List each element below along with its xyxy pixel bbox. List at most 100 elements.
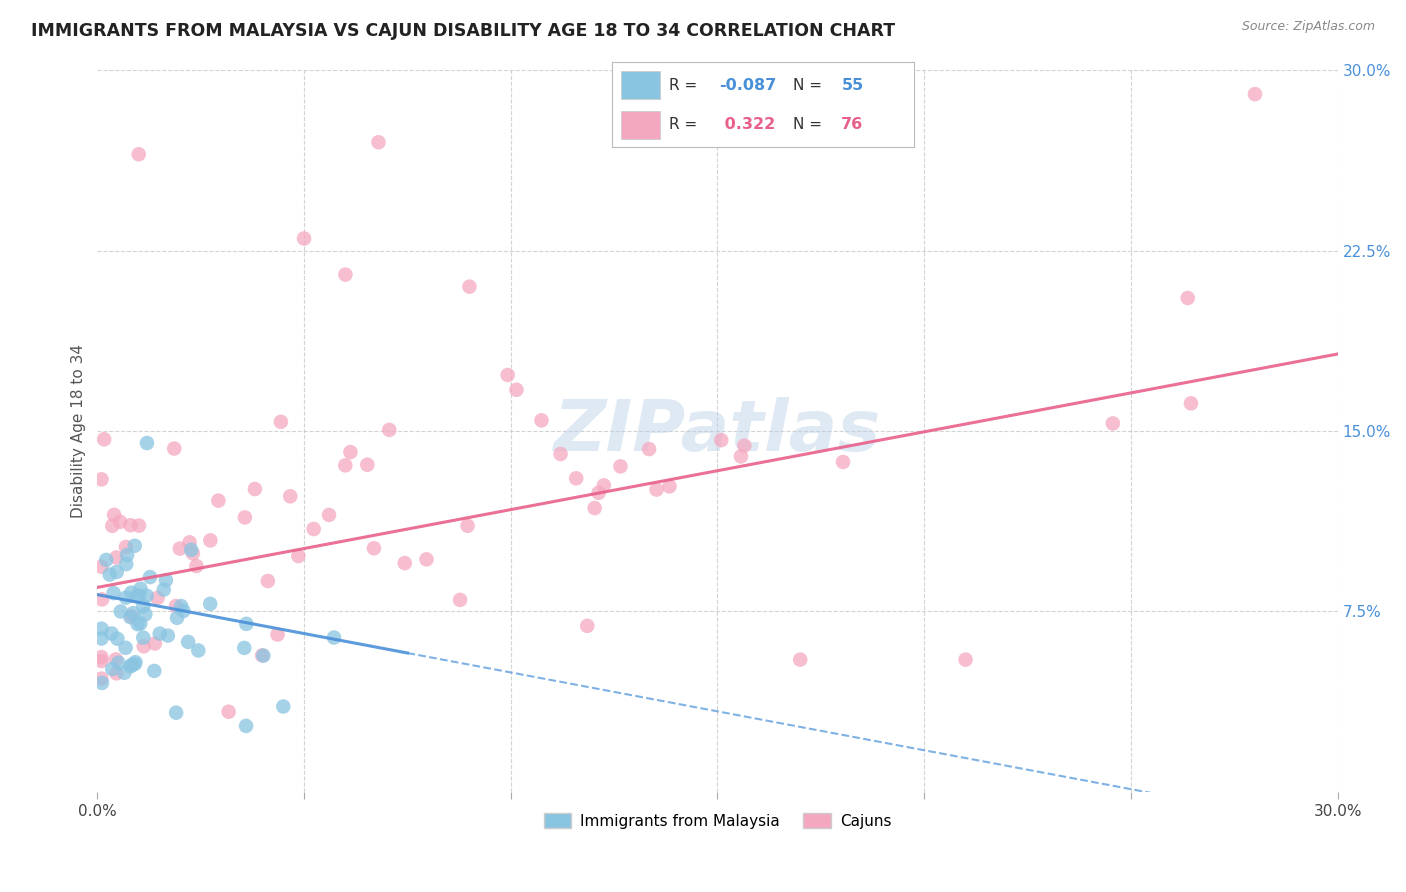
Point bbox=[90, 654, 112, 668]
Text: N =: N = bbox=[793, 117, 827, 132]
Point bbox=[121, 657, 143, 672]
Point bbox=[115, 540, 138, 554]
Point bbox=[121, 609, 143, 624]
Text: Source: ZipAtlas.com: Source: ZipAtlas.com bbox=[1241, 20, 1375, 33]
Point bbox=[588, 485, 610, 500]
Point bbox=[105, 632, 128, 646]
Point bbox=[90, 672, 112, 686]
Point bbox=[323, 631, 346, 645]
Point bbox=[789, 652, 811, 666]
Point bbox=[271, 699, 294, 714]
Point bbox=[129, 616, 152, 631]
Point bbox=[124, 657, 146, 671]
Point bbox=[449, 593, 471, 607]
Point bbox=[415, 552, 437, 566]
Point bbox=[187, 643, 209, 657]
Point bbox=[235, 719, 257, 733]
Point bbox=[139, 570, 162, 584]
Point bbox=[166, 611, 188, 625]
Point bbox=[367, 135, 389, 149]
Point bbox=[292, 231, 315, 245]
Point bbox=[592, 478, 614, 492]
Point bbox=[200, 533, 222, 548]
Point bbox=[198, 597, 221, 611]
Point bbox=[155, 573, 177, 587]
Point bbox=[163, 442, 186, 456]
Point bbox=[129, 582, 152, 596]
Point bbox=[363, 541, 385, 556]
Point bbox=[710, 433, 733, 447]
Point bbox=[112, 665, 135, 680]
Point bbox=[122, 606, 145, 620]
Text: R =: R = bbox=[669, 78, 702, 93]
Point bbox=[576, 619, 599, 633]
Point bbox=[233, 510, 256, 524]
Point bbox=[302, 522, 325, 536]
Point bbox=[172, 604, 194, 618]
Point bbox=[335, 268, 357, 282]
Point bbox=[136, 436, 159, 450]
Point bbox=[609, 459, 631, 474]
Point bbox=[235, 616, 257, 631]
Point bbox=[356, 458, 378, 472]
Point bbox=[132, 631, 155, 645]
Point bbox=[115, 591, 138, 605]
Point bbox=[339, 445, 361, 459]
Point bbox=[115, 557, 138, 571]
Point bbox=[134, 607, 156, 622]
Point bbox=[146, 591, 169, 605]
Point bbox=[93, 432, 115, 446]
Point bbox=[96, 553, 118, 567]
Point bbox=[378, 423, 401, 437]
Point bbox=[658, 479, 681, 493]
Point bbox=[114, 640, 136, 655]
Point bbox=[730, 450, 752, 464]
Point bbox=[125, 589, 148, 603]
Point bbox=[103, 586, 125, 600]
Point bbox=[266, 627, 288, 641]
Point bbox=[1101, 417, 1123, 431]
Point bbox=[104, 652, 127, 666]
Point bbox=[143, 664, 166, 678]
Point bbox=[270, 415, 292, 429]
Point bbox=[103, 508, 125, 522]
Point bbox=[180, 542, 202, 557]
Point bbox=[124, 539, 146, 553]
Point bbox=[128, 147, 150, 161]
Text: R =: R = bbox=[669, 117, 702, 132]
Point bbox=[169, 541, 191, 556]
Point bbox=[91, 592, 114, 607]
Point bbox=[318, 508, 340, 522]
Point bbox=[98, 567, 121, 582]
Point bbox=[135, 589, 157, 603]
Point bbox=[955, 652, 977, 666]
Point bbox=[457, 518, 479, 533]
Point bbox=[108, 515, 131, 529]
Point bbox=[105, 666, 128, 681]
Point bbox=[105, 565, 128, 579]
Point bbox=[181, 546, 204, 560]
Point bbox=[120, 585, 142, 599]
Point bbox=[550, 447, 572, 461]
Point bbox=[90, 559, 112, 574]
Point bbox=[394, 556, 416, 570]
Point bbox=[335, 458, 357, 473]
Point bbox=[179, 535, 201, 549]
Legend: Immigrants from Malaysia, Cajuns: Immigrants from Malaysia, Cajuns bbox=[537, 806, 897, 835]
Point bbox=[207, 493, 229, 508]
Text: -0.087: -0.087 bbox=[718, 78, 776, 93]
Point bbox=[530, 413, 553, 427]
Point bbox=[733, 439, 755, 453]
Text: N =: N = bbox=[793, 78, 827, 93]
Text: IMMIGRANTS FROM MALAYSIA VS CAJUN DISABILITY AGE 18 TO 34 CORRELATION CHART: IMMIGRANTS FROM MALAYSIA VS CAJUN DISABI… bbox=[31, 22, 896, 40]
Point bbox=[832, 455, 855, 469]
Point bbox=[105, 550, 128, 565]
Point bbox=[143, 636, 166, 650]
Point bbox=[278, 489, 301, 503]
Point bbox=[101, 662, 124, 676]
Point bbox=[496, 368, 519, 382]
Point bbox=[583, 501, 606, 516]
Point bbox=[233, 640, 256, 655]
Point bbox=[257, 574, 280, 588]
Point bbox=[127, 617, 149, 632]
